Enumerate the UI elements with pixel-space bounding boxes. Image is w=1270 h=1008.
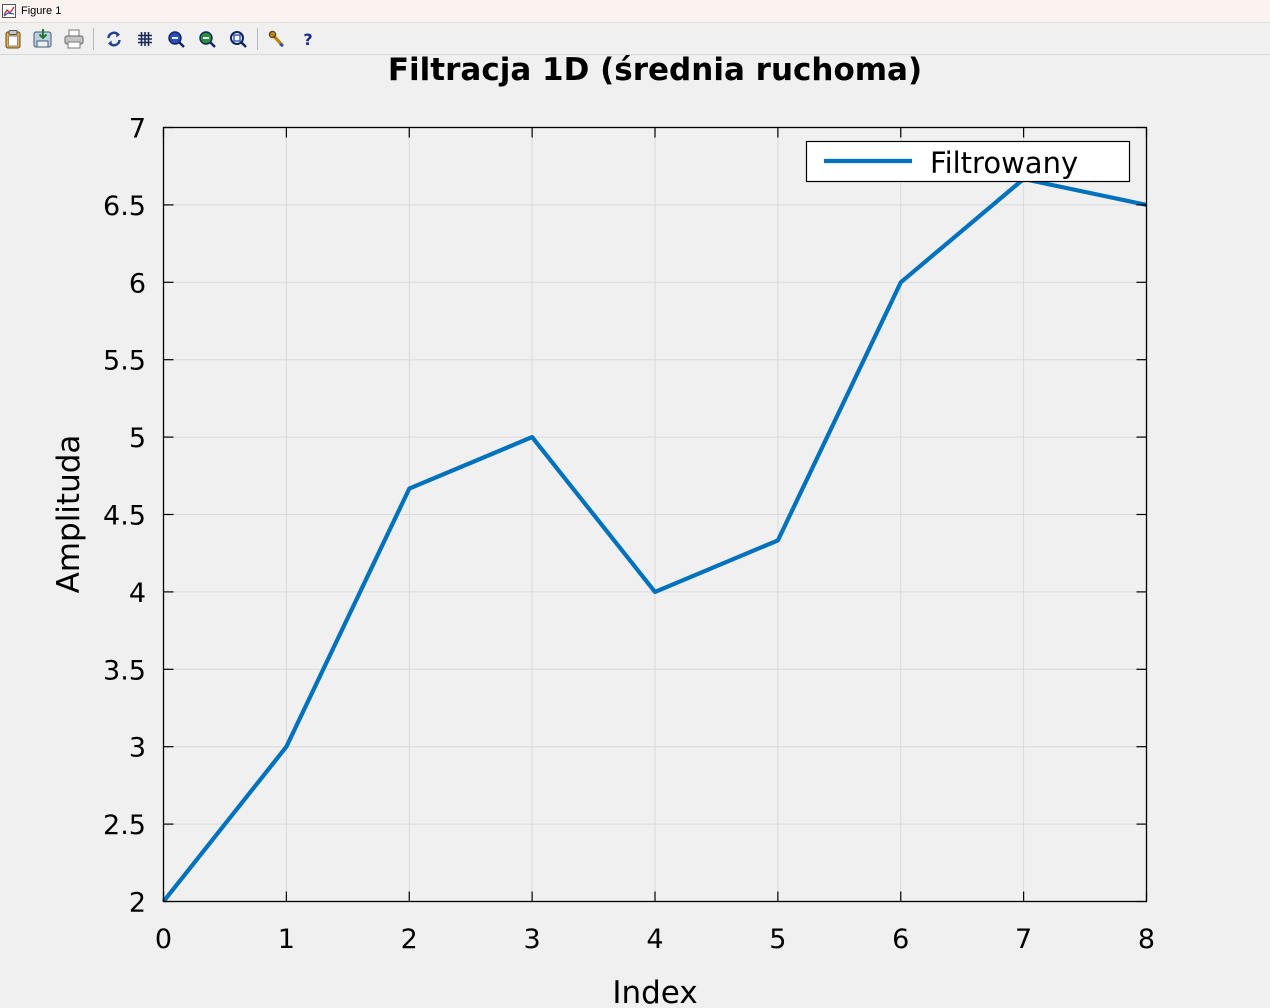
grid-lines [163,127,1147,902]
print-figure-icon [64,29,84,49]
x-axis-label: Index [612,975,697,1008]
zoom-out-icon [199,31,216,48]
chart-title: Filtracja 1D (średnia ruchoma) [388,55,922,88]
copy-figure-icon [5,30,21,49]
y-tick-label: 6.5 [103,191,146,222]
refresh-icon [107,31,121,47]
grid-toggle-icon [138,32,152,46]
help-button[interactable]: ? [296,27,320,51]
x-tick-labels: 0 1 2 3 4 5 6 7 8 [155,924,1155,955]
toolbar-separator [257,28,258,50]
grid-toggle-button[interactable] [133,27,157,51]
x-tick-label: 3 [524,924,541,955]
copy-figure-button[interactable] [1,27,25,51]
y-tick-label: 4 [129,578,146,609]
x-tick-label: 1 [278,924,295,955]
zoom-in-button[interactable] [164,27,188,51]
y-tick-label: 4.5 [103,501,146,532]
properties-wrench-icon [268,30,284,48]
x-tick-label: 0 [155,924,172,955]
autoscale-button[interactable] [226,27,250,51]
figure-app-icon [2,4,16,18]
x-tick-label: 5 [769,924,786,955]
legend[interactable]: Filtrowany [805,140,1131,183]
axis-ticks [162,126,1148,903]
x-tick-label: 7 [1015,924,1032,955]
y-tick-label: 2 [129,888,146,919]
y-tick-label: 5 [129,423,146,454]
x-tick-label: 2 [401,924,418,955]
autoscale-icon [230,31,247,48]
y-axis-label: Amplituda [51,435,87,594]
y-tick-label: 3 [129,733,146,764]
properties-button[interactable] [265,27,289,51]
svg-text:?: ? [303,30,312,48]
window-title: Figure 1 [21,5,62,17]
zoom-out-button[interactable] [195,27,219,51]
save-figure-icon [33,29,52,48]
y-tick-label: 2.5 [103,810,146,841]
save-figure-button[interactable] [31,27,55,51]
y-tick-label: 7 [129,114,146,145]
x-tick-label: 8 [1138,924,1155,955]
window-titlebar: Figure 1 [0,0,1270,23]
toolbar-separator [93,28,94,50]
legend-label-filtrowany: Filtrowany [930,146,1078,180]
refresh-button[interactable] [102,27,126,51]
zoom-in-icon [168,31,185,48]
y-tick-label: 6 [129,268,146,299]
y-tick-label: 5.5 [103,346,146,377]
y-tick-label: 3.5 [103,655,146,686]
figure-canvas[interactable]: Filtracja 1D (średnia ruchoma) 0 1 2 3 4 5 6 7 8… [0,55,1270,1008]
x-tick-label: 4 [646,924,663,955]
figure-toolbar: ? [0,23,1270,55]
x-tick-label: 6 [892,924,909,955]
y-tick-labels: 2 2.5 3 3.5 4 4.5 5 5.5 6 6.5 7 [103,114,146,919]
help-icon: ? [303,30,312,48]
series-line-filtrowany [161,176,1147,903]
print-figure-button[interactable] [62,27,86,51]
